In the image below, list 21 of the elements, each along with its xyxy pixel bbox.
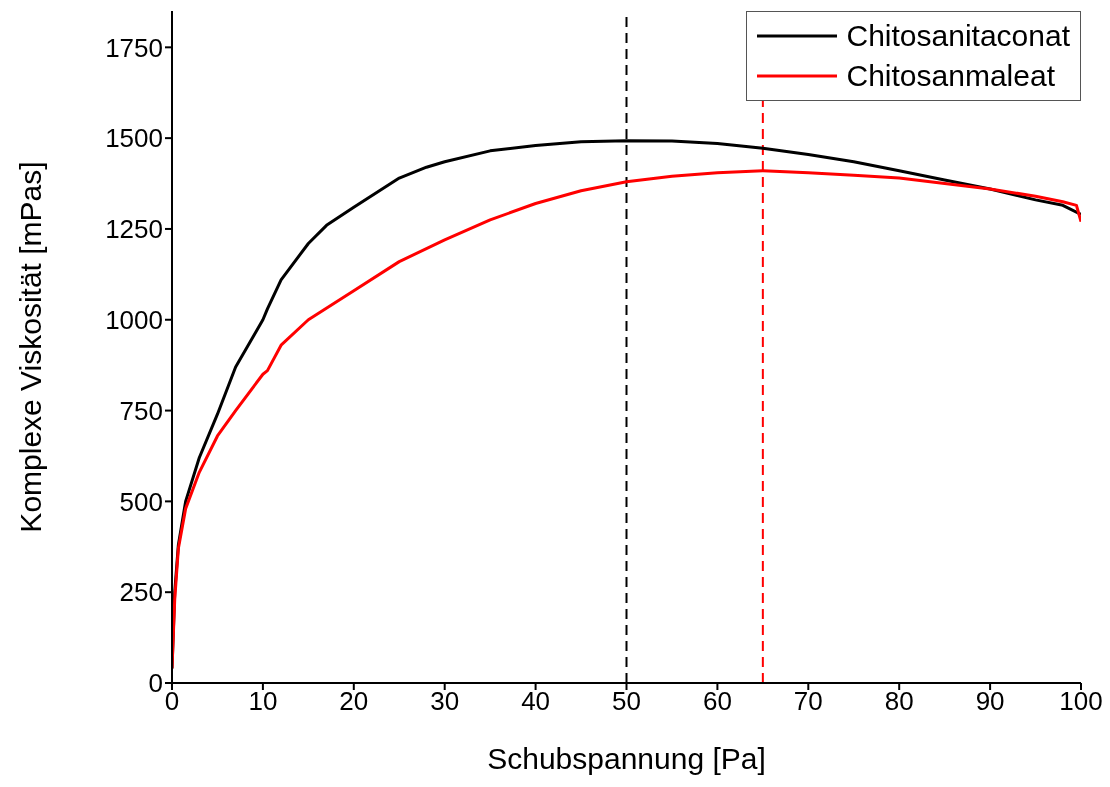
x-axis-title: Schubspannung [Pa] (487, 742, 766, 775)
y-tick-label: 1500 (105, 123, 163, 154)
x-tick-label: 30 (430, 686, 460, 717)
x-tick-label: 60 (702, 686, 732, 717)
x-tick-label: 90 (975, 686, 1005, 717)
x-tick-label: 100 (1059, 686, 1103, 717)
x-tick-label: 70 (793, 686, 823, 717)
y-axis-title: Komplexe Viskosität [mPas] (13, 161, 47, 533)
x-tick-label: 20 (339, 686, 369, 717)
y-tick-label: 1250 (105, 214, 163, 245)
y-tick-label: 1000 (105, 304, 163, 335)
legend-label: Chitosanitaconat (846, 19, 1070, 53)
y-tick-label: 500 (119, 486, 163, 517)
x-tick-label: 50 (612, 686, 641, 717)
y-tick-label: 250 (119, 577, 163, 608)
y-tick-label: 750 (119, 395, 163, 426)
x-tick-label: 40 (521, 686, 551, 717)
legend-label: Chitosanmaleat (846, 59, 1055, 93)
y-tick-label: 1750 (105, 32, 163, 63)
x-tick-label: 10 (248, 686, 278, 717)
x-tick-label: 80 (884, 686, 914, 717)
